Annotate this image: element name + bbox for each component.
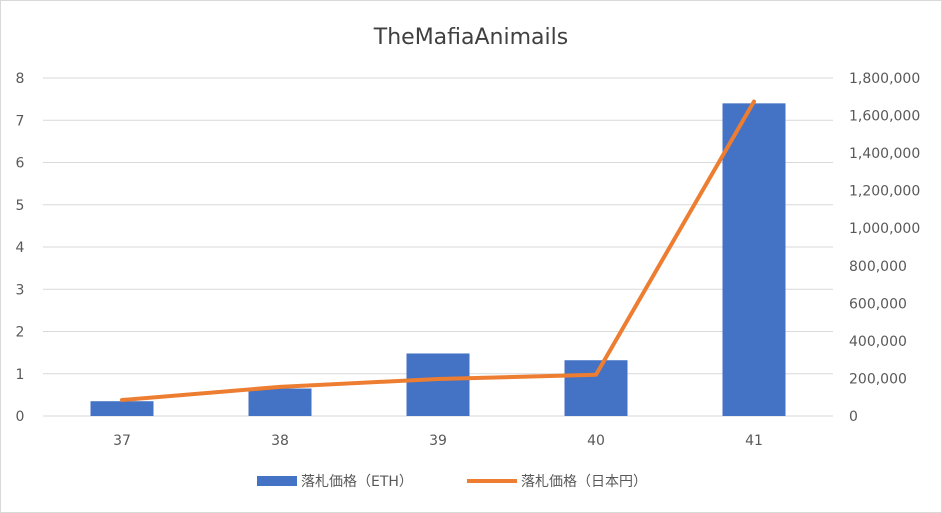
gridlines <box>43 77 833 417</box>
x-tick-label: 37 <box>113 433 131 449</box>
legend-label-jpy: 落札価格（日本円） <box>521 474 647 490</box>
y-left-tick-label: 6 <box>16 156 25 172</box>
legend: 落札価格（ETH） 落札価格（日本円） <box>257 474 647 490</box>
y-axis-left: 0 1 2 3 4 5 6 7 8 <box>16 71 25 425</box>
y-left-tick-label: 5 <box>16 198 25 214</box>
bar <box>722 103 786 416</box>
y-left-tick-label: 3 <box>16 282 25 298</box>
y-right-tick-label: 1,000,000 <box>849 221 920 237</box>
bar <box>406 353 470 416</box>
bar <box>248 388 312 416</box>
legend-label-eth: 落札価格（ETH） <box>301 474 413 490</box>
x-tick-label: 41 <box>745 433 763 449</box>
y-right-tick-label: 800,000 <box>849 259 907 275</box>
line-series <box>120 99 756 402</box>
y-right-tick-label: 1,600,000 <box>849 109 920 125</box>
y-left-tick-label: 7 <box>16 113 25 129</box>
x-axis: 37 38 39 40 41 <box>113 433 763 449</box>
bar <box>90 401 154 416</box>
chart-title: TheMafiaAnimails <box>373 25 568 50</box>
y-left-tick-label: 4 <box>16 240 25 256</box>
y-left-tick-label: 8 <box>16 71 25 87</box>
y-right-tick-label: 1,200,000 <box>849 184 920 200</box>
y-right-tick-label: 1,800,000 <box>849 71 920 87</box>
y-right-tick-label: 400,000 <box>849 334 907 350</box>
legend-swatch-eth <box>257 476 297 486</box>
x-tick-label: 39 <box>429 433 447 449</box>
y-right-tick-label: 200,000 <box>849 371 907 387</box>
y-left-tick-label: 0 <box>16 409 25 425</box>
x-tick-label: 40 <box>587 433 605 449</box>
y-left-tick-label: 2 <box>16 325 25 341</box>
x-tick-label: 38 <box>271 433 289 449</box>
series-line <box>120 99 756 402</box>
y-right-tick-label: 600,000 <box>849 296 907 312</box>
bar-series <box>90 103 786 416</box>
y-left-tick-label: 1 <box>16 367 25 383</box>
y-axis-right: 0 200,000 400,000 600,000 800,000 1,000,000 1,… <box>849 71 920 425</box>
y-right-tick-label: 0 <box>849 409 858 425</box>
bar <box>564 360 628 416</box>
y-right-tick-label: 1,400,000 <box>849 146 920 162</box>
